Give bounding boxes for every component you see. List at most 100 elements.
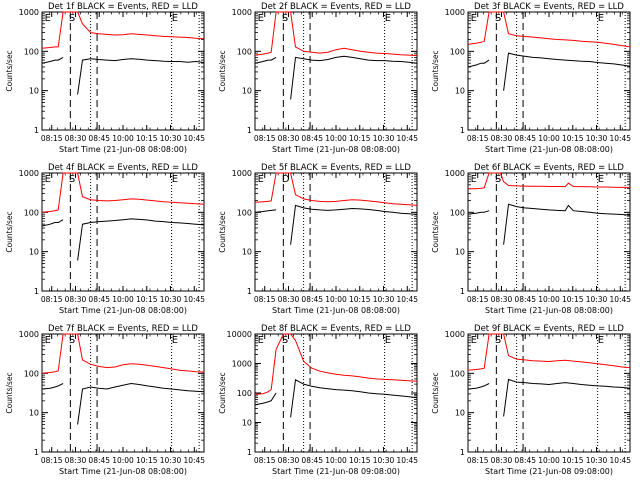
y-tick-label: 1 (247, 448, 252, 457)
chart-title: Det 1f BLACK = Events, RED = LLD (48, 2, 198, 12)
x-tick-label: 08:15 (41, 456, 63, 465)
y-tick-label: 10 (242, 87, 252, 96)
chart-panel-3: Det 3f BLACK = Events, RED = LLD 1 10 100 10… (431, 2, 631, 154)
x-tick-label: 08:30 (65, 456, 87, 465)
event-marker-label: E (45, 174, 51, 185)
y-tick-label: 1000 (232, 169, 252, 178)
x-axis-label: Start Time (21-Jun-08 08:08:00) (485, 306, 613, 315)
y-tick-label: 100 (237, 389, 252, 398)
event-marker-label: S (69, 335, 75, 346)
chart-title: Det 7f BLACK = Events, RED = LLD (48, 324, 198, 334)
x-tick-label: 10:15 (349, 295, 371, 304)
x-tick-label: 10:45 (609, 456, 631, 465)
chart-panel-4: Det 4f BLACK = Events, RED = LLD 1 10 100 10… (5, 163, 205, 315)
event-marker-label: E (385, 174, 391, 185)
x-tick-label: 08:15 (467, 134, 489, 143)
x-axis-label: Start Time (21-Jun-08 08:08:00) (485, 145, 613, 154)
y-axis-label: Counts/sec (5, 372, 14, 413)
x-axis-label: Start Time (21-Jun-08 09:08:00) (272, 467, 400, 476)
event-marker-label: S (495, 335, 501, 346)
x-tick-label: 08:45 (301, 456, 323, 465)
x-tick-label: 08:45 (301, 134, 323, 143)
event-marker-label: E (598, 13, 604, 24)
y-axis-label: Counts/sec (431, 372, 440, 413)
x-axis-label: Start Time (21-Jun-08 08:08:00) (59, 145, 187, 154)
chart-panel-2: Det 2f BLACK = Events, RED = LLD 1 10 100 10… (218, 2, 418, 154)
chart-title: Det 6f BLACK = Events, RED = LLD (474, 163, 624, 173)
x-tick-label: 10:30 (160, 295, 182, 304)
plot-frame (41, 172, 205, 292)
y-tick-label: 10 (455, 409, 465, 418)
event-marker-label: S (69, 13, 75, 24)
event-marker-label: E (45, 335, 51, 346)
series-line-events (467, 378, 631, 417)
plot-frame (41, 333, 205, 453)
y-tick-label: 1 (247, 126, 252, 135)
x-tick-label: 10:00 (325, 134, 347, 143)
chart-title: Det 8f BLACK = Events, RED = LLD (261, 324, 411, 334)
x-tick-label: 08:30 (278, 134, 300, 143)
x-tick-label: 10:30 (586, 134, 608, 143)
y-tick-label: 1000 (19, 330, 39, 339)
y-tick-label: 1000 (19, 8, 39, 17)
x-tick-label: 10:30 (160, 456, 182, 465)
plot-frame (467, 333, 631, 453)
y-axis-label: Counts/sec (218, 211, 227, 252)
x-tick-label: 08:15 (41, 134, 63, 143)
event-marker-label: S (495, 13, 501, 24)
x-tick-label: 10:15 (136, 134, 158, 143)
x-tick-label: 10:15 (562, 456, 584, 465)
series-line-lld (467, 11, 631, 48)
x-tick-label: 08:45 (301, 295, 323, 304)
event-marker-label: E (258, 13, 264, 24)
series-line-events (41, 56, 205, 95)
y-axis-label: Counts/sec (431, 50, 440, 91)
series-line-events (41, 382, 205, 425)
y-tick-label: 10 (29, 409, 39, 418)
plot-frame (254, 172, 418, 292)
x-axis-label: Start Time (21-Jun-08 08:08:00) (59, 467, 187, 476)
y-tick-label: 10000 (227, 330, 252, 339)
x-tick-label: 10:15 (562, 134, 584, 143)
y-tick-label: 1 (460, 448, 465, 457)
chart-title: Det 5f BLACK = Events, RED = LLD (261, 163, 411, 173)
x-tick-label: 08:45 (514, 456, 536, 465)
event-marker-label: E (385, 335, 391, 346)
x-tick-label: 08:30 (491, 134, 513, 143)
series-line-lld (468, 172, 630, 190)
y-axis-label: Counts/sec (431, 211, 440, 252)
x-tick-label: 10:00 (538, 134, 560, 143)
x-tick-label: 10:45 (396, 295, 418, 304)
y-tick-label: 1000 (445, 169, 465, 178)
y-tick-label: 100 (237, 208, 252, 217)
series-line-events (41, 218, 205, 261)
chart-panel-6: Det 6f BLACK = Events, RED = LLD 1 10 100 10… (431, 163, 631, 315)
x-axis-label: Start Time (21-Jun-08 08:08:00) (272, 306, 400, 315)
event-marker-label: E (258, 335, 264, 346)
y-tick-label: 100 (24, 47, 39, 56)
x-axis-label: Start Time (21-Jun-08 08:08:00) (59, 306, 187, 315)
event-marker-label: S (495, 174, 501, 185)
y-tick-label: 10 (242, 419, 252, 428)
event-marker-label: E (598, 335, 604, 346)
chart-panel-8: Det 8f BLACK = Events, RED = LLD 1 10 100 10… (218, 324, 418, 476)
series-line-events (254, 379, 418, 418)
x-tick-label: 10:15 (136, 456, 158, 465)
y-tick-label: 100 (24, 369, 39, 378)
chart-panel-1: Det 1f BLACK = Events, RED = LLD 1 10 100 10… (5, 2, 205, 154)
x-tick-label: 08:45 (514, 295, 536, 304)
y-tick-label: 100 (24, 208, 39, 217)
y-tick-label: 1000 (232, 8, 252, 17)
series-line-lld (41, 333, 205, 374)
x-tick-label: 08:15 (467, 295, 489, 304)
x-tick-label: 08:30 (491, 295, 513, 304)
event-marker-label: E (471, 335, 477, 346)
x-tick-label: 08:45 (88, 456, 110, 465)
y-tick-label: 1 (460, 287, 465, 296)
series-line-events (467, 203, 631, 245)
series-line-lld (41, 11, 205, 49)
x-tick-label: 08:30 (65, 295, 87, 304)
plot-frame (467, 172, 631, 292)
series-line-lld (41, 172, 205, 213)
